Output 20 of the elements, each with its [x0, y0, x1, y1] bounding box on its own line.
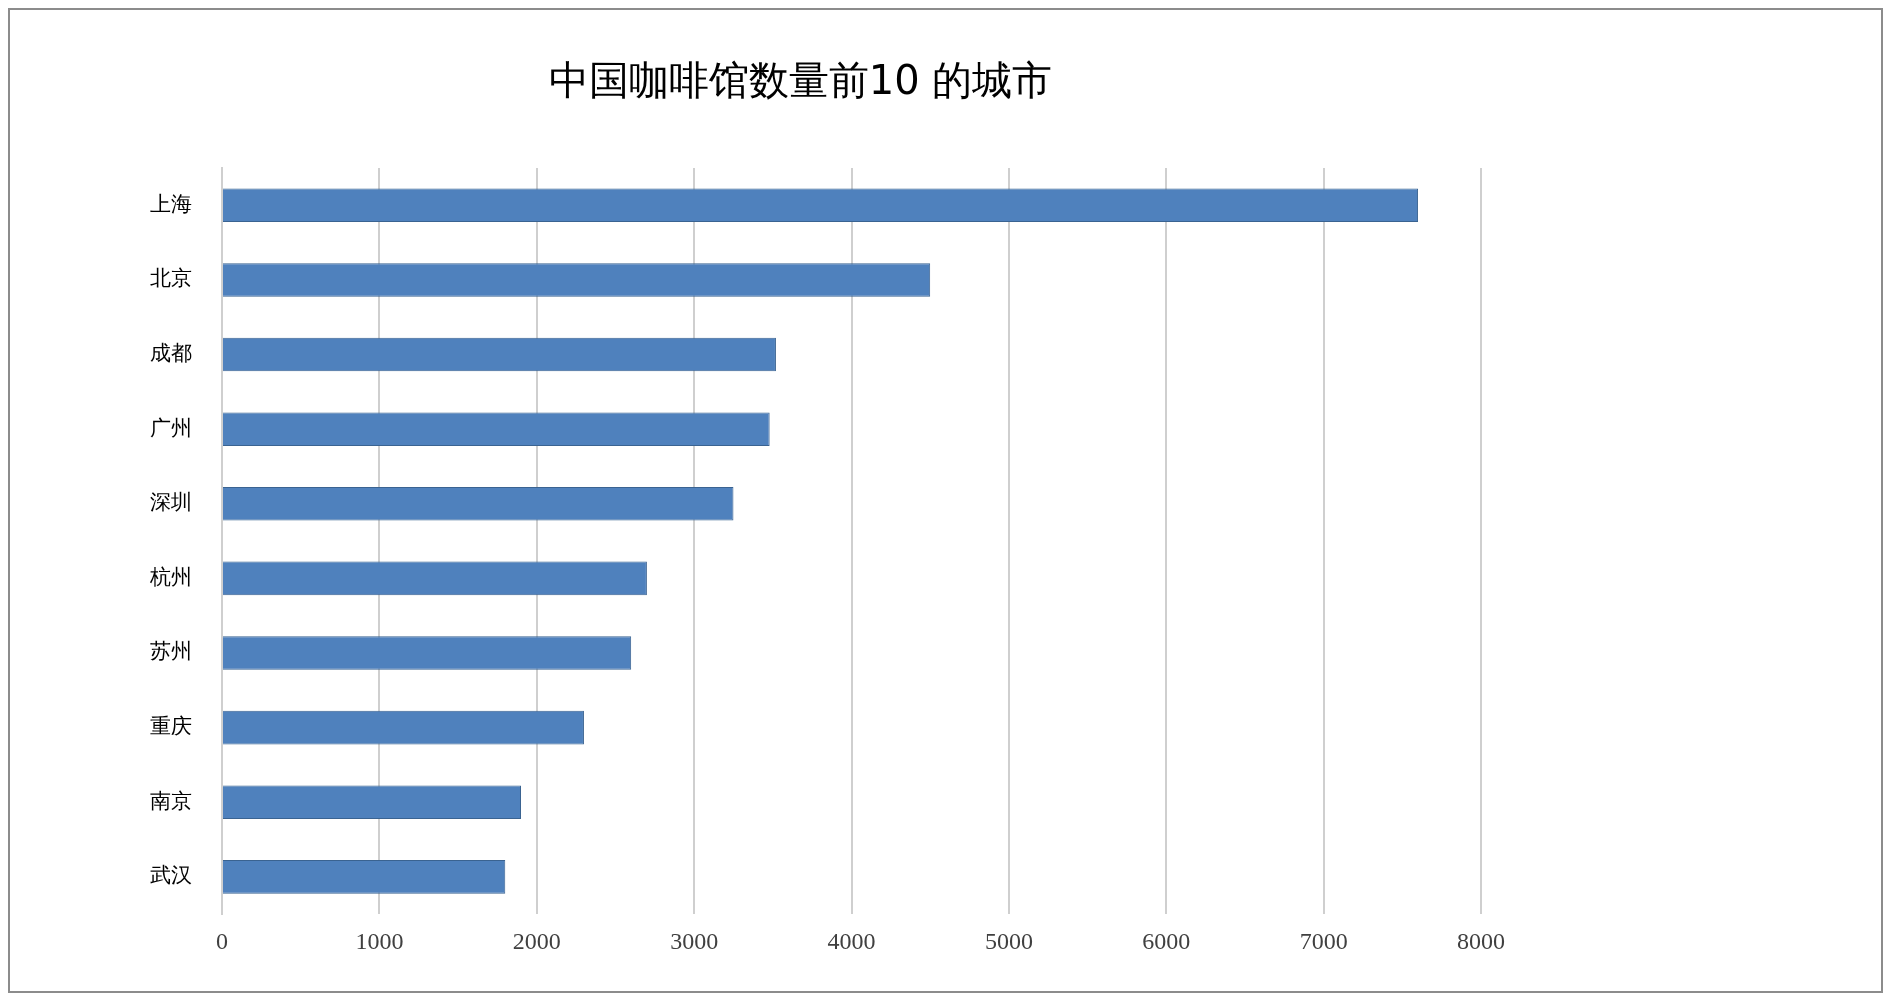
x-tick-label: 5000 — [984, 927, 1033, 954]
x-tick-label: 2000 — [512, 927, 561, 954]
x-tick-label: 0 — [216, 927, 228, 954]
y-tick-label: 苏州 — [150, 639, 192, 664]
y-tick-label: 杭州 — [149, 564, 192, 589]
y-tick-label: 上海 — [150, 191, 192, 216]
x-tick-label: 8000 — [1457, 927, 1505, 954]
x-tick-label: 1000 — [355, 927, 404, 954]
x-tick-label: 4000 — [827, 927, 876, 954]
y-tick-label: 重庆 — [150, 714, 192, 739]
y-tick-label: 深圳 — [150, 490, 192, 515]
x-tick-label: 3000 — [670, 927, 719, 954]
y-tick-label: 广州 — [150, 415, 192, 440]
y-tick-label: 武汉 — [150, 863, 192, 888]
x-tick-label: 6000 — [1142, 927, 1191, 954]
chart-title: 中国咖啡馆数量前10 的城市 — [548, 57, 1053, 104]
y-tick-label: 成都 — [150, 341, 192, 365]
x-tick-label: 7000 — [1299, 927, 1348, 954]
y-tick-label: 北京 — [150, 266, 192, 291]
y-tick-label: 南京 — [150, 788, 192, 813]
